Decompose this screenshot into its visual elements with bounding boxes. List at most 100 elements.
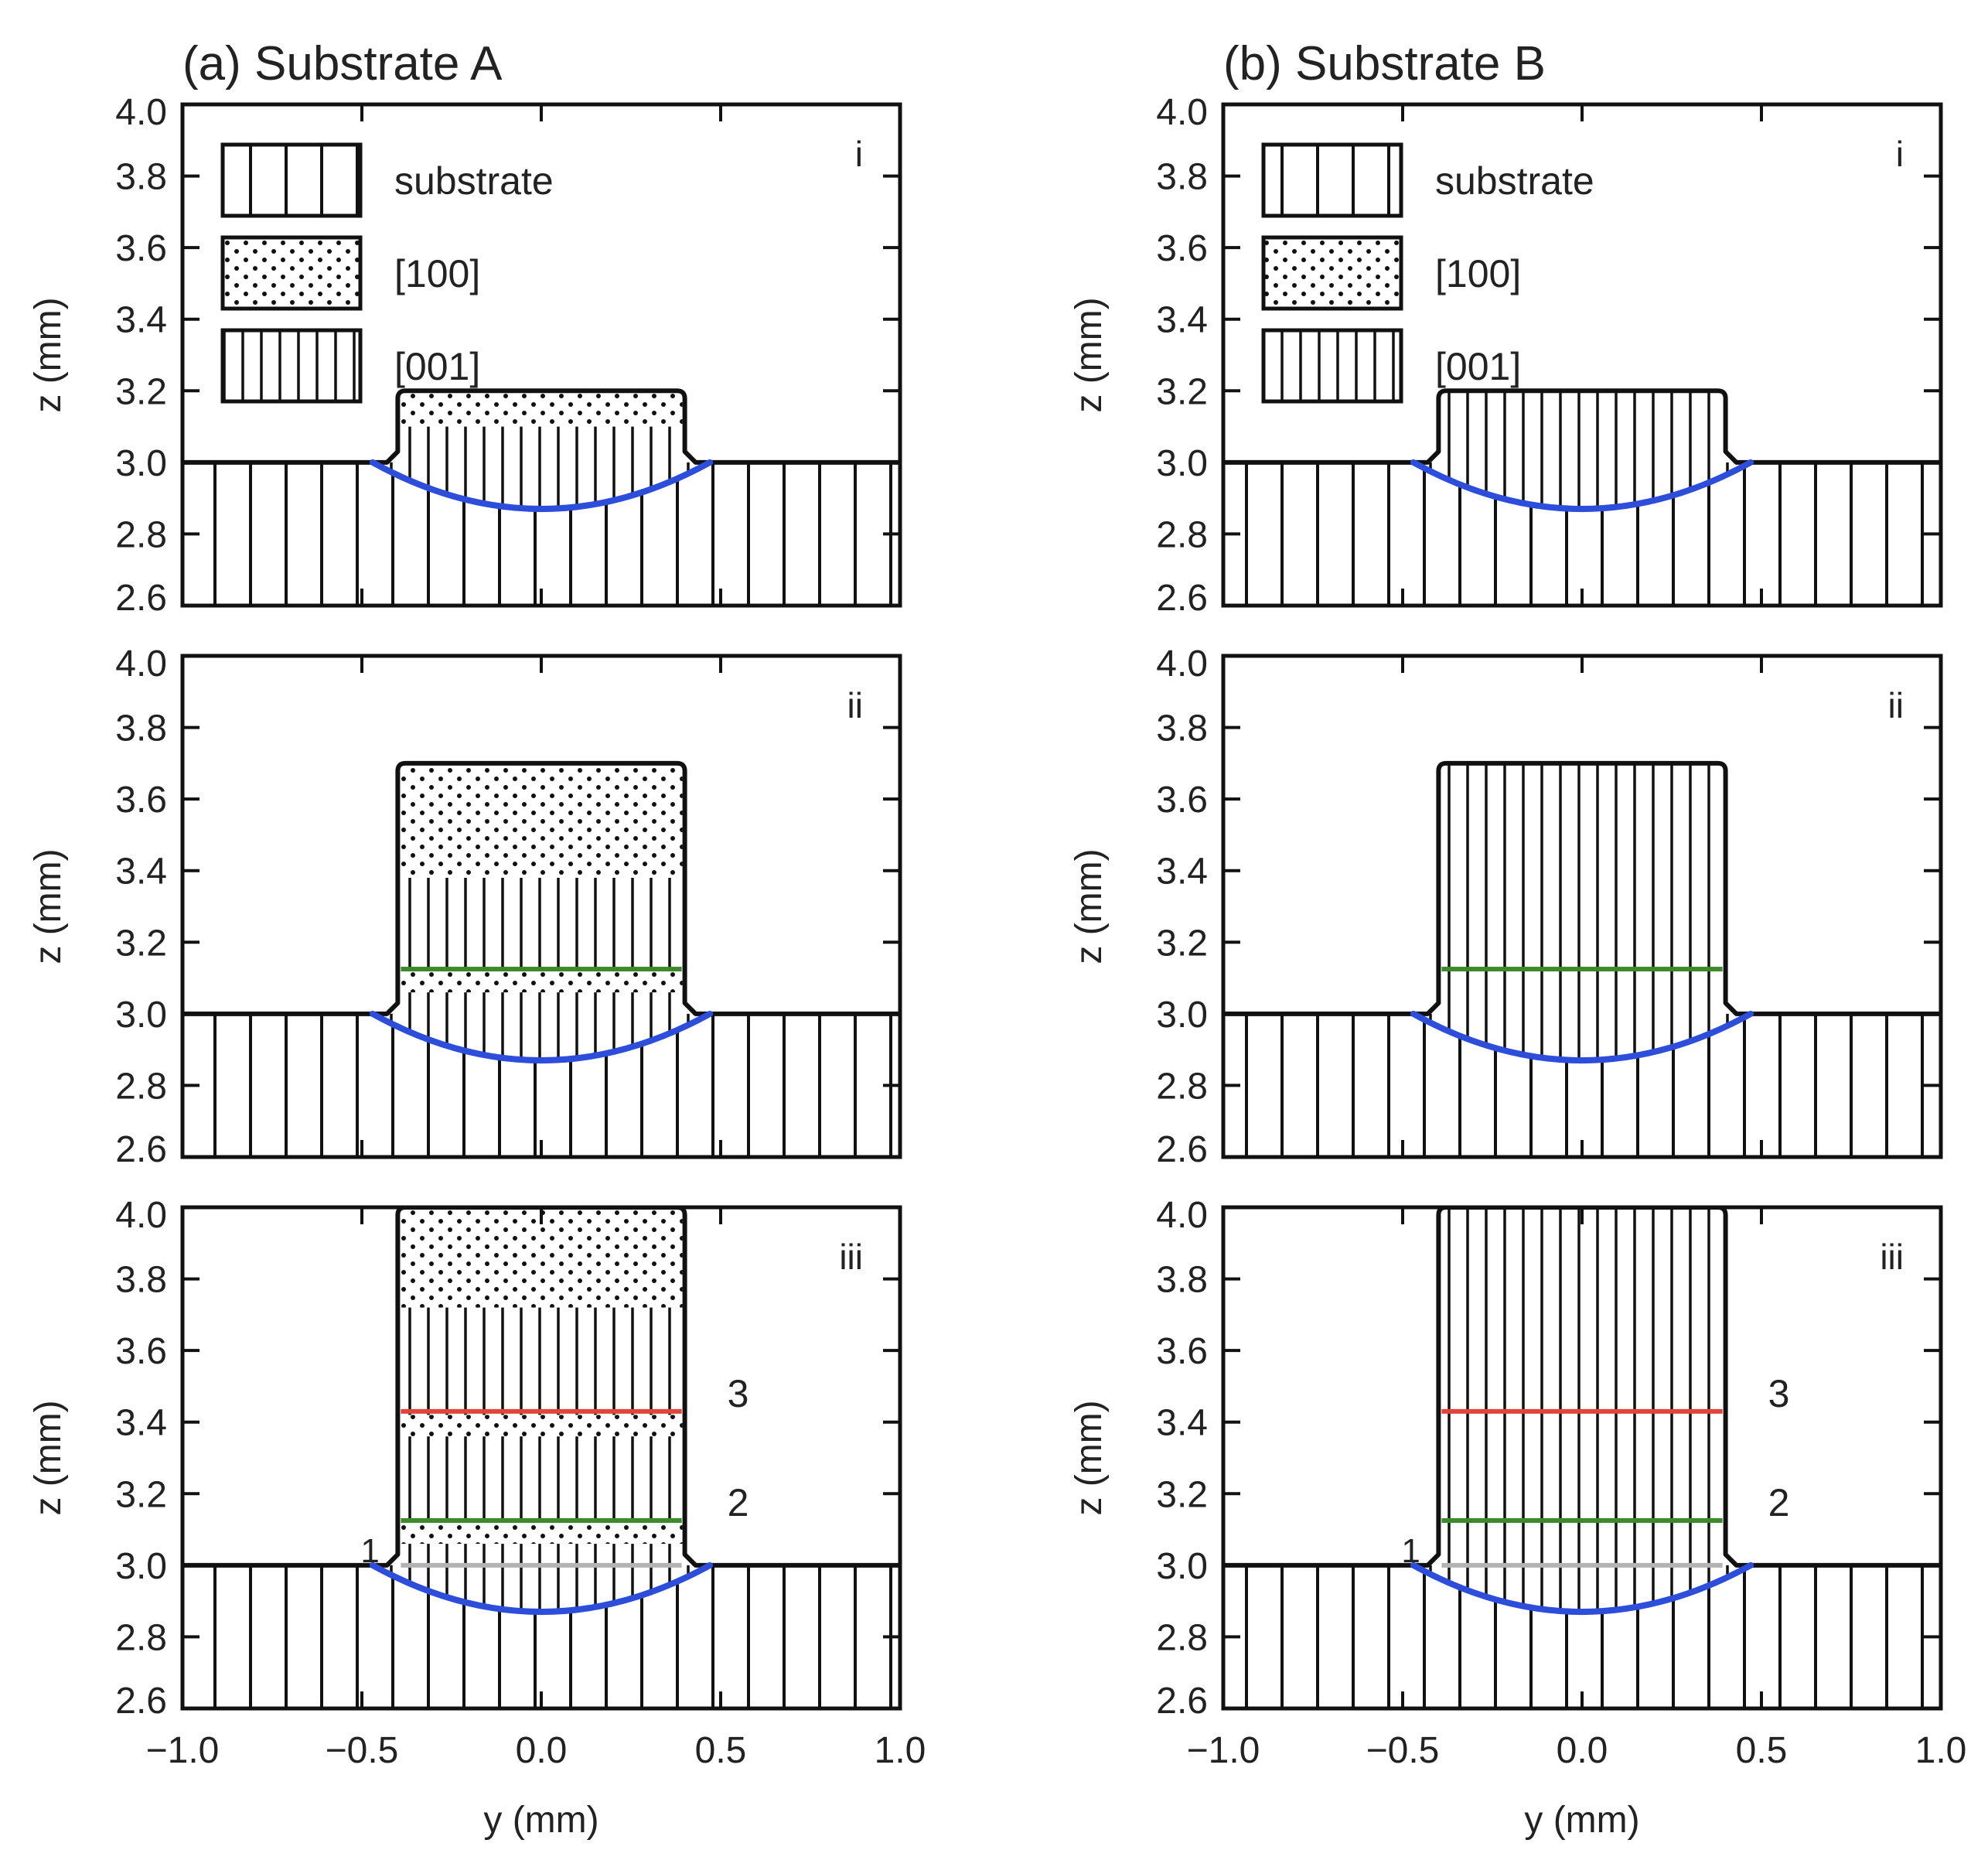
y-tick-label: 2.6 bbox=[115, 578, 167, 619]
panel-label: iii bbox=[1880, 1237, 1904, 1277]
y-tick-label: 3.8 bbox=[1156, 1260, 1208, 1301]
layer-line-label-3: 3 bbox=[1768, 1372, 1790, 1415]
y-tick-label: 3.2 bbox=[115, 1474, 167, 1515]
x-tick-label: 0.0 bbox=[516, 1730, 568, 1771]
panel-label: i bbox=[1896, 134, 1904, 174]
dotted-region-2 bbox=[400, 971, 683, 993]
plot-area bbox=[182, 1207, 900, 1708]
y-tick-label: 4.0 bbox=[1156, 643, 1208, 684]
y-tick-label: 3.6 bbox=[115, 228, 167, 269]
y-tick-label: 2.8 bbox=[115, 1066, 167, 1107]
y-tick-label: 2.6 bbox=[115, 1129, 167, 1170]
legend-label-2: [100] bbox=[394, 252, 480, 295]
dotted-region-3 bbox=[400, 1522, 683, 1545]
panel-5: 2.6 2.8 3.0 3.2 3.4 3.6 3.8 4.0 −1.0 −0.5 0.0 0.5 1.… bbox=[28, 1195, 926, 1841]
panel-6: 2.6 2.8 3.0 3.2 3.4 3.6 3.8 4.0 −1.0 −0.5 0.0 0.5 1.… bbox=[1069, 1195, 1966, 1841]
y-tick-label: 3.8 bbox=[115, 157, 167, 198]
deposit-outline bbox=[1223, 760, 1941, 1016]
x-axis-label: y (mm) bbox=[483, 1800, 598, 1841]
y-tick-label: 4.0 bbox=[115, 643, 167, 684]
dotted-region-1 bbox=[400, 391, 683, 427]
y-tick-label: 2.6 bbox=[1156, 1129, 1208, 1170]
y-tick-label: 3.0 bbox=[115, 995, 167, 1036]
y-tick-label: 2.6 bbox=[1156, 578, 1208, 619]
y-tick-label: 4.0 bbox=[1156, 92, 1208, 133]
y-tick-label: 2.8 bbox=[1156, 514, 1208, 555]
layer-line-label-2: 2 bbox=[1768, 1481, 1790, 1524]
x-tick-label: 0.0 bbox=[1557, 1730, 1608, 1771]
y-tick-label: 3.6 bbox=[115, 1331, 167, 1372]
x-tick-label: 0.5 bbox=[695, 1730, 747, 1771]
y-tick-label: 3.6 bbox=[115, 780, 167, 821]
layer-line-label-3: 3 bbox=[728, 1372, 749, 1415]
dotted-region-1 bbox=[400, 763, 683, 878]
y-axis-label: z (mm) bbox=[28, 1400, 69, 1515]
legend-label-1: substrate bbox=[394, 159, 554, 203]
legend-label-1: substrate bbox=[1435, 159, 1594, 203]
panel-3: 2.6 2.8 3.0 3.2 3.4 3.6 3.8 4.0 z (mm) ii bbox=[28, 643, 902, 1170]
plot-area bbox=[182, 760, 900, 1157]
x-tick-label: 1.0 bbox=[1915, 1730, 1967, 1771]
y-tick-label: 3.0 bbox=[1156, 443, 1208, 484]
x-tick-label: −1.0 bbox=[146, 1730, 220, 1771]
plot-area bbox=[1223, 760, 1941, 1157]
y-axis-label: z (mm) bbox=[1069, 848, 1110, 964]
x-axis-label: y (mm) bbox=[1524, 1800, 1639, 1841]
legend-swatch-2 bbox=[1261, 235, 1403, 311]
melt-pool-boundary bbox=[369, 459, 714, 513]
y-tick-label: 3.4 bbox=[115, 852, 167, 893]
dotted-region-2 bbox=[400, 1415, 683, 1437]
panel-4: 2.6 2.8 3.0 3.2 3.4 3.6 3.8 4.0 z (mm) ii bbox=[1069, 643, 1943, 1170]
y-tick-label: 3.0 bbox=[115, 443, 167, 484]
y-tick-label: 4.0 bbox=[115, 92, 167, 133]
y-tick-label: 2.8 bbox=[1156, 1066, 1208, 1107]
legend-swatch-1 bbox=[220, 142, 363, 218]
layer-line-label-1: 1 bbox=[1401, 1532, 1420, 1570]
legend-label-2: [100] bbox=[1435, 252, 1521, 295]
y-tick-label: 3.2 bbox=[1156, 371, 1208, 412]
melt-pool-boundary bbox=[1410, 1010, 1754, 1064]
layer-line-label-1: 1 bbox=[360, 1532, 379, 1570]
y-tick-label: 3.2 bbox=[115, 371, 167, 412]
y-tick-label: 3.2 bbox=[1156, 1474, 1208, 1515]
y-tick-label: 2.8 bbox=[115, 514, 167, 555]
y-tick-label: 3.4 bbox=[115, 1403, 167, 1444]
x-tick-label: −0.5 bbox=[1366, 1730, 1440, 1771]
legend-swatch-3 bbox=[1261, 328, 1403, 404]
y-tick-label: 3.2 bbox=[115, 923, 167, 964]
y-axis-label: z (mm) bbox=[28, 848, 69, 964]
deposit-outline bbox=[1223, 1207, 1941, 1568]
legend-swatch-3 bbox=[220, 328, 363, 404]
panel-label: iii bbox=[839, 1237, 863, 1277]
y-tick-label: 3.6 bbox=[1156, 1331, 1208, 1372]
plot-area bbox=[1223, 1207, 1941, 1708]
melt-pool-boundary bbox=[1410, 459, 1754, 513]
y-tick-label: 3.4 bbox=[1156, 300, 1208, 341]
y-axis-label: z (mm) bbox=[28, 297, 69, 412]
plot-area bbox=[182, 388, 900, 606]
melt-pool-boundary bbox=[369, 1562, 714, 1616]
deposit-outline bbox=[182, 1207, 900, 1568]
y-tick-label: 2.8 bbox=[115, 1617, 167, 1658]
y-tick-label: 3.0 bbox=[115, 1546, 167, 1587]
panel-label: ii bbox=[1888, 685, 1904, 725]
deposit-outline bbox=[182, 388, 900, 465]
y-tick-label: 4.0 bbox=[1156, 1195, 1208, 1236]
plot-area bbox=[1223, 388, 1941, 606]
melt-pool-boundary bbox=[1410, 1562, 1754, 1616]
panel-2: 2.6 2.8 3.0 3.2 3.4 3.6 3.8 4.0 z (mm) i (b) Subst… bbox=[1069, 37, 1943, 619]
y-tick-label: 2.6 bbox=[1156, 1681, 1208, 1722]
y-tick-label: 3.6 bbox=[1156, 780, 1208, 821]
deposit-fine-region bbox=[1413, 391, 1751, 510]
y-tick-label: 3.0 bbox=[1156, 995, 1208, 1036]
panel-1: 2.6 2.8 3.0 3.2 3.4 3.6 3.8 4.0 z (mm) i (a) Subst… bbox=[28, 37, 902, 619]
y-tick-label: 3.0 bbox=[1156, 1546, 1208, 1587]
y-tick-label: 3.4 bbox=[115, 300, 167, 341]
layer-line-label-2: 2 bbox=[728, 1481, 749, 1524]
y-tick-label: 3.8 bbox=[115, 708, 167, 749]
deposit-outline bbox=[1223, 388, 1941, 465]
y-axis-label: z (mm) bbox=[1069, 1400, 1110, 1515]
legend-swatch-1 bbox=[1261, 142, 1403, 218]
x-tick-label: −0.5 bbox=[326, 1730, 399, 1771]
